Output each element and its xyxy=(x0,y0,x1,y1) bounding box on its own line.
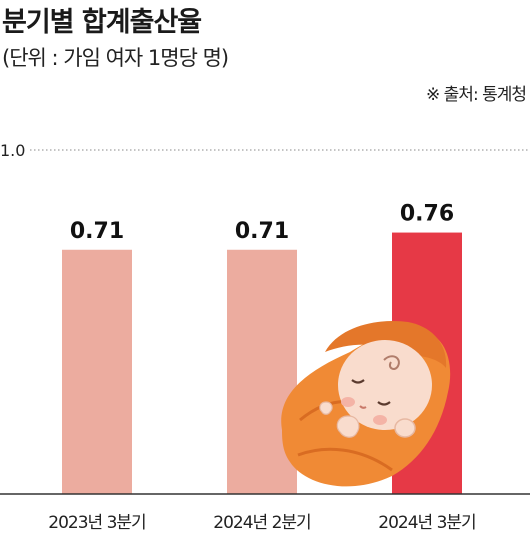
baby-hair-swirl xyxy=(383,355,400,370)
baby-eye-right xyxy=(377,401,391,406)
baby-ear xyxy=(394,418,416,438)
bar-1 xyxy=(62,249,132,494)
value-label-1: 0.71 xyxy=(70,219,124,244)
chart-source: ※ 출처: 통계청 xyxy=(426,85,527,105)
baby-cheek xyxy=(341,397,355,407)
category-label-3: 2024년 3분기 xyxy=(378,513,475,533)
category-labels: 2023년 3분기 2024년 2분기 2024년 3분기 xyxy=(48,513,476,533)
baby-illustration xyxy=(281,320,451,487)
value-label-2: 0.71 xyxy=(235,219,289,244)
value-label-3: 0.76 xyxy=(400,202,454,227)
baby-hand xyxy=(319,401,333,415)
y-tick-label: 1.0 xyxy=(0,141,25,160)
chart-unit: (단위 : 가임 여자 1명당 명) xyxy=(2,46,229,70)
blanket-fold xyxy=(297,447,393,472)
category-label-1: 2023년 3분기 xyxy=(48,513,145,533)
baby-hand xyxy=(336,415,360,438)
bar-2 xyxy=(227,249,297,494)
baby-eye-left xyxy=(351,379,365,384)
category-label-2: 2024년 2분기 xyxy=(213,513,310,533)
baby-cheek xyxy=(373,415,387,425)
baby-mouth xyxy=(359,405,367,409)
chart-title: 분기별 합계출산율 xyxy=(2,7,202,38)
